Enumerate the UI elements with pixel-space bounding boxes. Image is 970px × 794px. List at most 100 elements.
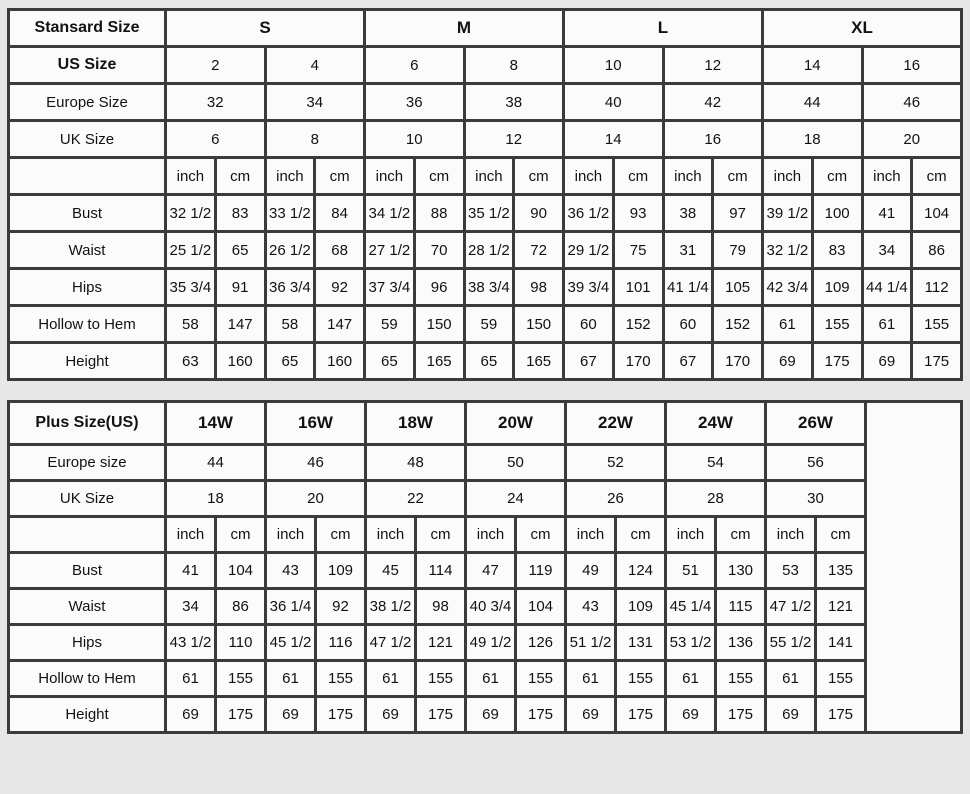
measurement-value-cell: 109 — [810, 267, 864, 307]
measurement-value-cell: 86 — [910, 230, 963, 270]
measurement-value-cell: 160 — [313, 341, 366, 381]
measurement-value-cell: 45 1/2 — [264, 623, 317, 662]
measurement-value-cell: 131 — [614, 623, 667, 662]
table-row: Height 63 160 65 160 65 165 65 165 67 170 67 170 69 17… — [7, 341, 963, 381]
measurement-value-cell: 65 — [462, 341, 516, 381]
measurement-value-cell: 34 — [860, 230, 914, 270]
size-group-header: 26W — [764, 400, 867, 446]
table-row: Europe size 44 46 48 50 52 54 56 — [7, 443, 962, 482]
measurement-value-cell: 47 1/2 — [764, 587, 817, 626]
size-number-cell: 46 — [264, 443, 367, 482]
size-system-row-label: US Size — [7, 45, 167, 85]
measurement-value-cell: 83 — [810, 230, 864, 270]
measurement-value-cell: 35 1/2 — [462, 193, 516, 233]
unit-header-cell: cm — [910, 156, 963, 196]
table-row: Waist 25 1/2 65 26 1/2 68 27 1/2 70 28 1/2 72 29 … — [7, 230, 963, 270]
measurement-value-cell: 61 — [364, 659, 417, 698]
measurement-value-cell: 53 — [764, 551, 817, 590]
size-group-header: S — [164, 8, 366, 48]
size-group-header: 22W — [564, 400, 667, 446]
measurement-value-cell: 104 — [514, 587, 567, 626]
measurement-value-cell: 86 — [214, 587, 267, 626]
unit-header-cell: cm — [611, 156, 665, 196]
measurement-row-label: Hips — [7, 623, 167, 662]
measurement-value-cell: 38 — [661, 193, 715, 233]
size-number-cell: 12 — [462, 119, 565, 159]
measurement-row-label: Height — [7, 341, 167, 381]
measurement-value-cell: 47 1/2 — [364, 623, 417, 662]
measurement-value-cell: 175 — [414, 695, 467, 734]
measurement-value-cell: 155 — [810, 304, 864, 344]
measurement-value-cell: 40 3/4 — [464, 587, 517, 626]
measurement-value-cell: 124 — [614, 551, 667, 590]
measurement-value-cell: 53 1/2 — [664, 623, 717, 662]
measurement-value-cell: 61 — [664, 659, 717, 698]
measurement-value-cell: 32 1/2 — [761, 230, 814, 270]
measurement-value-cell: 26 1/2 — [263, 230, 317, 270]
measurement-value-cell: 155 — [514, 659, 567, 698]
measurement-value-cell: 97 — [711, 193, 764, 233]
measurement-value-cell: 38 1/2 — [364, 587, 417, 626]
measurement-value-cell: 98 — [512, 267, 565, 307]
measurement-value-cell: 43 1/2 — [164, 623, 217, 662]
measurement-value-cell: 112 — [910, 267, 963, 307]
measurement-value-cell: 175 — [214, 695, 267, 734]
measurement-value-cell: 61 — [860, 304, 914, 344]
measurement-value-cell: 170 — [611, 341, 665, 381]
size-number-cell: 6 — [164, 119, 267, 159]
unit-header-cell: cm — [711, 156, 764, 196]
size-number-cell: 18 — [164, 479, 267, 518]
measurement-value-cell: 121 — [414, 623, 467, 662]
size-number-cell: 34 — [263, 82, 366, 122]
size-group-header: M — [363, 8, 565, 48]
size-group-header: 20W — [464, 400, 567, 446]
measurement-value-cell: 155 — [714, 659, 767, 698]
measurement-value-cell: 90 — [512, 193, 565, 233]
measurement-value-cell: 175 — [810, 341, 864, 381]
measurement-value-cell: 51 — [664, 551, 717, 590]
measurement-value-cell: 41 — [164, 551, 217, 590]
measurement-value-cell: 155 — [614, 659, 667, 698]
measurement-value-cell: 175 — [814, 695, 867, 734]
unit-header-cell: inch — [464, 515, 517, 554]
unit-header-cell: inch — [764, 515, 817, 554]
unit-header-cell: cm — [614, 515, 667, 554]
table-row: Waist 34 86 36 1/4 92 38 1/2 98 40 3/4 104 43 109 4… — [7, 587, 962, 626]
measurement-value-cell: 45 — [364, 551, 417, 590]
measurement-value-cell: 67 — [562, 341, 615, 381]
measurement-value-cell: 35 3/4 — [164, 267, 217, 307]
measurement-value-cell: 69 — [860, 341, 914, 381]
measurement-value-cell: 175 — [314, 695, 367, 734]
measurement-value-cell: 69 — [761, 341, 814, 381]
measurement-value-cell: 42 3/4 — [761, 267, 814, 307]
measurement-value-cell: 155 — [414, 659, 467, 698]
size-number-cell: 30 — [764, 479, 867, 518]
measurement-value-cell: 68 — [313, 230, 366, 270]
measurement-value-cell: 36 1/4 — [264, 587, 317, 626]
unit-header-cell: cm — [313, 156, 366, 196]
size-number-cell: 26 — [564, 479, 667, 518]
measurement-value-cell: 69 — [464, 695, 517, 734]
size-number-cell: 16 — [661, 119, 764, 159]
size-number-cell: 8 — [263, 119, 366, 159]
size-number-cell: 56 — [764, 443, 867, 482]
unit-header-cell: inch — [564, 515, 617, 554]
measurement-value-cell: 58 — [263, 304, 317, 344]
measurement-value-cell: 115 — [714, 587, 767, 626]
table-row: Hips 35 3/4 91 36 3/4 92 37 3/4 96 38 3/4 98 39 3… — [7, 267, 963, 307]
empty-corner-cell — [7, 515, 167, 554]
measurement-value-cell: 93 — [611, 193, 665, 233]
measurement-value-cell: 33 1/2 — [263, 193, 317, 233]
table-row: Europe Size 32 34 36 38 40 42 44 46 — [7, 82, 963, 122]
size-number-cell: 6 — [363, 45, 466, 85]
standard-size-table: Stansard Size S M L XL US Size 2 4 6 8 10 12 14 16 Eur… — [7, 8, 963, 381]
measurement-row-label: Hollow to Hem — [7, 659, 167, 698]
unit-header-cell: inch — [264, 515, 317, 554]
size-number-cell: 38 — [462, 82, 565, 122]
measurement-value-cell: 130 — [714, 551, 767, 590]
table-row: Bust 41 104 43 109 45 114 47 119 49 124 51 130 53 135 — [7, 551, 962, 590]
unit-header-cell: cm — [314, 515, 367, 554]
size-number-cell: 28 — [664, 479, 767, 518]
unit-header-cell: cm — [512, 156, 565, 196]
size-number-cell: 14 — [562, 119, 665, 159]
